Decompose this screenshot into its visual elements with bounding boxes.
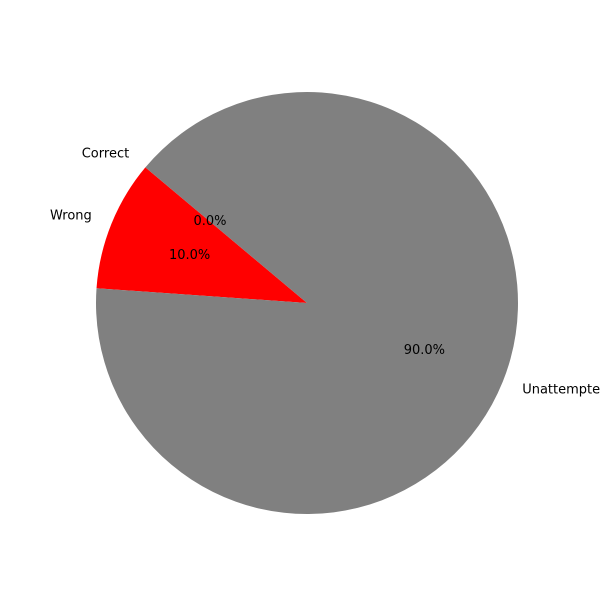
pie-label-wrong: Wrong: [50, 209, 92, 224]
pie-labels: Correct Wrong Unattempted: [50, 146, 600, 397]
pie-slice-wrong: [96, 167, 308, 303]
pie-label-unattempted: Unattempted: [522, 382, 600, 397]
pie-percent-correct: 0.0%: [194, 214, 227, 229]
pie-percent-wrong: 10.0%: [169, 248, 210, 263]
pie-label-correct: Correct: [82, 146, 129, 161]
pie-slice-unattempted: [96, 91, 518, 515]
pie-slices: [96, 91, 518, 515]
pie-percent-labels: 0.0% 10.0% 90.0%: [169, 214, 445, 358]
pie-percent-unattempted: 90.0%: [404, 343, 445, 358]
